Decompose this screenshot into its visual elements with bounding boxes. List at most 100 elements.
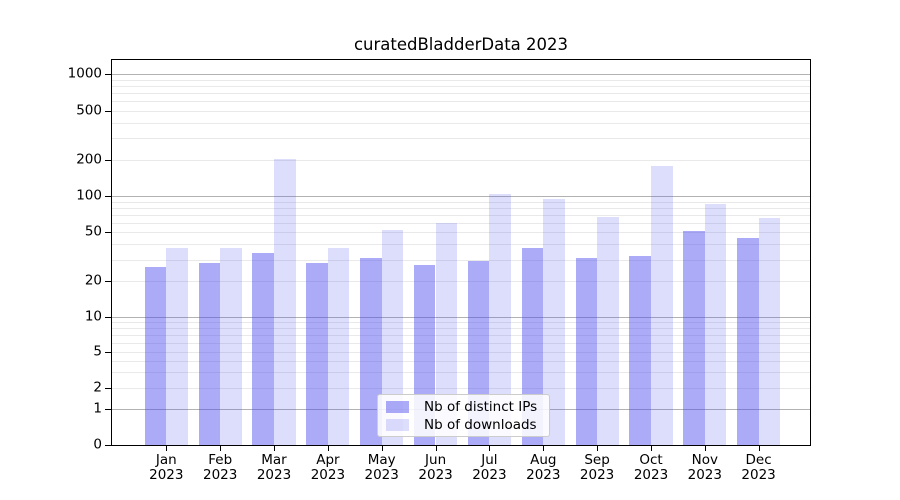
bar-downloads-mar [274,158,296,445]
y-ticklabel-100: 100 [76,187,102,204]
bar-downloads-oct [651,166,673,445]
y-ticklabel-50: 50 [84,223,102,240]
y-tickmark-20 [105,281,112,283]
x-tickmark-jul [489,446,491,451]
bar-distinct-ips-feb [198,263,221,445]
y-gridline-minor-80 [112,207,810,209]
bar-downloads-aug [543,199,565,445]
bar-distinct-ips-apr [306,263,328,445]
x-ticklabel-mar: Mar 2023 [256,452,292,483]
y-gridline-minor-70 [112,214,810,216]
x-ticklabel-jul: Jul 2023 [472,452,507,483]
y-gridline-minor-200 [112,160,810,161]
y-tickmark-50 [105,232,112,233]
bar-distinct-ips-oct [629,256,651,445]
y-gridline-minor-20 [112,281,810,283]
bar-downloads-feb [220,248,242,445]
y-tickmark-1 [105,408,112,410]
x-tickmark-apr [327,446,329,451]
bar-downloads-jul [489,194,511,445]
x-tickmark-nov [704,446,706,451]
y-ticklabel-500: 500 [76,102,102,118]
x-tickmark-mar [274,446,275,451]
bar-distinct-ips-dec [737,237,759,445]
legend-swatch-downloads [386,419,409,431]
y-gridline-minor-500 [112,110,810,112]
x-tickmark-sep [597,446,599,451]
y-gridline-minor-400 [112,122,810,124]
bar-distinct-ips-sep [575,257,598,445]
y-tickmark-10 [105,317,112,318]
bar-downloads-sep [597,216,619,445]
x-ticklabel-jan: Jan 2023 [149,452,184,483]
x-ticklabel-nov: Nov 2023 [687,452,722,483]
legend: Nb of distinct IPs Nb of downloads [377,394,550,437]
chart-title: curatedBladderData 2023 [353,35,569,54]
y-ticklabel-5: 5 [93,343,102,360]
y-gridline-minor-50 [112,232,810,233]
bar-downloads-may [381,230,404,445]
y-ticklabel-10: 10 [84,308,102,325]
x-ticklabel-sep: Sep 2023 [579,452,615,483]
y-gridline-minor-7 [112,335,810,336]
y-ticklabel-0: 0 [93,436,102,453]
x-tickmark-may [381,446,383,451]
y-gridline-minor-6 [112,342,810,344]
y-gridline-minor-30 [112,259,810,261]
y-ticklabel-1000: 1000 [67,65,102,82]
y-gridline-major-10 [112,317,810,318]
y-gridline-major-100 [112,196,810,197]
y-gridline-minor-700 [112,92,810,94]
bar-downloads-jan [166,248,188,445]
y-tickmark-500 [105,110,112,112]
bar-downloads-dec [758,218,781,445]
y-gridline-minor-8 [112,328,810,330]
y-gridline-major-1000 [112,74,810,75]
x-tickmark-feb [220,446,222,451]
x-tickmark-jan [166,446,168,451]
x-ticklabel-apr: Apr 2023 [310,452,346,483]
x-ticklabel-dec: Dec 2023 [741,452,776,483]
y-tickmark-2 [105,387,112,389]
x-tickmark-dec [758,446,760,451]
legend-label-downloads: Nb of downloads [424,417,537,433]
y-ticklabel-200: 200 [76,151,102,168]
y-gridline-minor-2 [112,387,810,389]
x-ticklabel-jun: Jun 2023 [418,452,453,483]
x-ticklabel-may: May 2023 [364,452,399,483]
bar-downloads-nov [704,204,727,445]
bar-distinct-ips-may [360,257,382,445]
bar-downloads-jun [435,222,458,445]
y-gridline-minor-800 [112,85,810,87]
bar-distinct-ips-nov [683,231,705,445]
x-ticklabel-aug: Aug 2023 [526,452,561,483]
bar-downloads-apr [327,248,350,445]
y-gridline-minor-4 [112,360,810,362]
y-gridline-minor-60 [112,222,810,224]
x-ticklabel-oct: Oct 2023 [633,452,669,483]
y-gridline-minor-9 [112,322,810,324]
y-gridline-minor-3 [112,371,810,373]
y-gridline-minor-300 [112,138,810,140]
x-ticklabel-feb: Feb 2023 [203,452,238,483]
plot-area [111,59,811,446]
y-tickmark-5 [105,352,112,353]
x-tickmark-aug [543,446,545,451]
y-gridline-minor-90 [112,201,810,203]
y-gridline-minor-40 [112,244,810,245]
legend-swatch-distinct-ips [386,401,409,413]
y-tickmark-100 [105,196,112,197]
y-ticklabel-1: 1 [93,400,102,416]
y-gridline-minor-5 [112,352,810,353]
y-tickmark-200 [105,160,112,161]
y-tickmark-0 [105,445,112,446]
x-tickmark-oct [651,446,652,451]
y-gridline-minor-900 [112,79,810,81]
legend-label-distinct-ips: Nb of distinct IPs [424,399,538,415]
bar-distinct-ips-jan [144,267,167,445]
y-gridline-minor-600 [112,100,810,102]
x-tickmark-jun [435,446,437,451]
bar-distinct-ips-mar [252,252,274,445]
y-ticklabel-20: 20 [84,272,102,289]
